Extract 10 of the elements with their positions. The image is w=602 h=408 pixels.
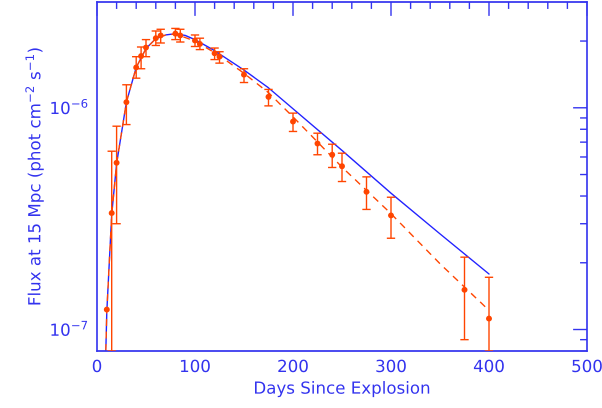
x-tick-label: 400 (474, 360, 504, 372)
x-axis-title: Days Since Explosion (255, 381, 430, 398)
y-axis-title: Flux at 15 Mpc (phot cm$^{−2}$ s$^{−1}$) (25, 48, 44, 304)
x-tick-label: 0 (92, 360, 102, 372)
x-tick-label: 300 (376, 360, 406, 372)
x-tick-label: 200 (278, 360, 308, 372)
y-tick-label: 10$^{−6}$ (51, 98, 88, 114)
x-tick-label: 500 (572, 360, 602, 372)
y-tick-label: 10$^{−7}$ (51, 320, 88, 336)
x-tick-label: 100 (180, 360, 210, 372)
